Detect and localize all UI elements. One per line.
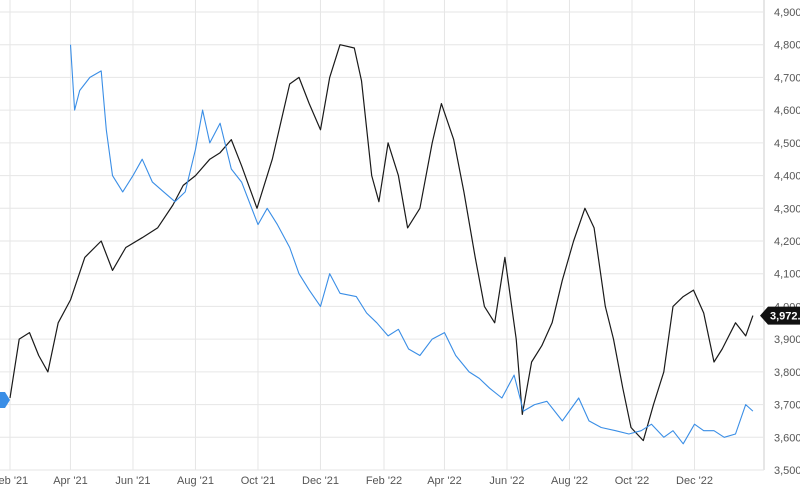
- x-tick-label: Feb '22: [366, 475, 402, 487]
- y-tick-label: 3,700.00: [774, 400, 800, 412]
- y-tick-label: 4,900.00: [774, 7, 800, 19]
- current-value-label: 3,972.0: [770, 311, 800, 323]
- value-markers: 3,972.0: [0, 306, 800, 408]
- x-tick-label: Oct '21: [241, 475, 276, 487]
- x-tick-label: Dec '22: [676, 475, 713, 487]
- x-tick-label: Feb '21: [0, 475, 28, 487]
- y-tick-label: 4,300.00: [774, 203, 800, 215]
- y-tick-label: 4,600.00: [774, 105, 800, 117]
- x-tick-label: Dec '21: [302, 475, 339, 487]
- series-start-marker: [0, 392, 10, 408]
- y-tick-label: 4,700.00: [774, 72, 800, 84]
- y-tick-label: 4,100.00: [774, 269, 800, 281]
- current-value-tag: [760, 306, 800, 325]
- x-axis-tick-labels: Feb '21 Apr '21 Jun '21 Aug '21 Oct '21 Dec '…: [0, 475, 713, 487]
- y-tick-label: 4,800.00: [774, 40, 800, 52]
- y-tick-label: 4,400.00: [774, 171, 800, 183]
- y-tick-label: 3,800.00: [774, 367, 800, 379]
- y-tick-label: 3,600.00: [774, 432, 800, 444]
- series-layer: [9, 44, 754, 445]
- x-tick-label: Oct '22: [615, 475, 650, 487]
- y-axis-tick-labels: 3,500.00 3,600.00 3,700.00 3,800.00 3,900.00…: [774, 7, 800, 477]
- y-tick-label: 3,900.00: [774, 334, 800, 346]
- x-tick-label: Aug '22: [551, 475, 588, 487]
- y-tick-label: 4,200.00: [774, 236, 800, 248]
- x-tick-label: Apr '21: [53, 475, 88, 487]
- x-tick-label: Jun '22: [489, 475, 524, 487]
- y-tick-label: 4,500.00: [774, 138, 800, 150]
- x-tick-label: Jun '21: [115, 475, 150, 487]
- y-tick-label: 3,500.00: [774, 465, 800, 477]
- series-line-1: [9, 44, 754, 442]
- vertical-grid: [9, 0, 765, 470]
- series-line-2: [69, 44, 754, 445]
- x-tick-label: Aug '21: [177, 475, 214, 487]
- x-tick-label: Apr '22: [427, 475, 462, 487]
- horizontal-grid: [0, 11, 764, 471]
